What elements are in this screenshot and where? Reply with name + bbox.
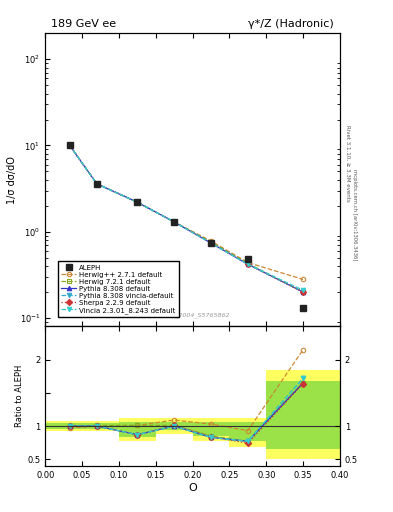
Line: ALEPH: ALEPH: [67, 142, 306, 311]
Line: Herwig++ 2.7.1 default: Herwig++ 2.7.1 default: [67, 143, 305, 282]
Pythia 8.308 default: [301, 289, 305, 295]
Text: ALEPH_2004_S5765862: ALEPH_2004_S5765862: [155, 312, 230, 317]
Vincia 2.3.01_8.243 default: [301, 287, 305, 293]
ALEPH: [67, 142, 72, 148]
Herwig++ 2.7.1 default: [94, 181, 99, 187]
Sherpa 2.2.9 default: [172, 219, 176, 225]
Vincia 2.3.01_8.243 default: [67, 142, 72, 148]
Pythia 8.308 default: [209, 240, 213, 246]
Text: mcplots.cern.ch [arXiv:1306.3436]: mcplots.cern.ch [arXiv:1306.3436]: [352, 169, 357, 261]
Pythia 8.308 vincia-default: [246, 261, 250, 267]
Herwig 7.2.1 default: [172, 219, 176, 225]
Sherpa 2.2.9 default: [209, 240, 213, 246]
Line: Herwig 7.2.1 default: Herwig 7.2.1 default: [67, 143, 305, 294]
Herwig++ 2.7.1 default: [135, 199, 140, 205]
Line: Pythia 8.308 vincia-default: Pythia 8.308 vincia-default: [67, 143, 305, 294]
Sherpa 2.2.9 default: [94, 181, 99, 187]
Sherpa 2.2.9 default: [301, 289, 305, 295]
Pythia 8.308 default: [67, 142, 72, 148]
ALEPH: [172, 219, 176, 225]
Pythia 8.308 default: [246, 261, 250, 267]
X-axis label: O: O: [188, 482, 197, 493]
Line: Pythia 8.308 default: Pythia 8.308 default: [67, 143, 305, 294]
Pythia 8.308 default: [135, 199, 140, 205]
ALEPH: [246, 256, 250, 262]
Herwig 7.2.1 default: [209, 239, 213, 245]
Herwig 7.2.1 default: [67, 142, 72, 148]
Pythia 8.308 vincia-default: [209, 240, 213, 246]
Sherpa 2.2.9 default: [246, 261, 250, 267]
Text: 189 GeV ee: 189 GeV ee: [51, 19, 116, 29]
Herwig++ 2.7.1 default: [209, 238, 213, 244]
ALEPH: [135, 199, 140, 205]
Line: Vincia 2.3.01_8.243 default: Vincia 2.3.01_8.243 default: [67, 143, 305, 292]
Pythia 8.308 vincia-default: [172, 219, 176, 225]
Pythia 8.308 default: [94, 181, 99, 187]
Herwig 7.2.1 default: [135, 199, 140, 205]
ALEPH: [209, 240, 213, 246]
Herwig++ 2.7.1 default: [246, 260, 250, 266]
Line: Sherpa 2.2.9 default: Sherpa 2.2.9 default: [67, 143, 305, 294]
Pythia 8.308 default: [172, 219, 176, 225]
Vincia 2.3.01_8.243 default: [94, 181, 99, 187]
Y-axis label: Ratio to ALEPH: Ratio to ALEPH: [15, 365, 24, 428]
Text: γ*/Z (Hadronic): γ*/Z (Hadronic): [248, 19, 334, 29]
Vincia 2.3.01_8.243 default: [135, 199, 140, 205]
Pythia 8.308 vincia-default: [301, 289, 305, 295]
Pythia 8.308 vincia-default: [135, 199, 140, 205]
Herwig++ 2.7.1 default: [67, 142, 72, 148]
Pythia 8.308 vincia-default: [94, 181, 99, 187]
Herwig 7.2.1 default: [94, 181, 99, 187]
Herwig++ 2.7.1 default: [172, 219, 176, 225]
Pythia 8.308 vincia-default: [67, 142, 72, 148]
Vincia 2.3.01_8.243 default: [209, 240, 213, 246]
Vincia 2.3.01_8.243 default: [172, 219, 176, 225]
Herwig++ 2.7.1 default: [301, 276, 305, 283]
Herwig 7.2.1 default: [301, 289, 305, 295]
Legend: ALEPH, Herwig++ 2.7.1 default, Herwig 7.2.1 default, Pythia 8.308 default, Pythi: ALEPH, Herwig++ 2.7.1 default, Herwig 7.…: [57, 261, 179, 317]
ALEPH: [94, 181, 99, 187]
Y-axis label: 1/σ dσ/dO: 1/σ dσ/dO: [7, 156, 17, 204]
Vincia 2.3.01_8.243 default: [246, 261, 250, 267]
Herwig 7.2.1 default: [246, 260, 250, 266]
Sherpa 2.2.9 default: [67, 142, 72, 148]
Sherpa 2.2.9 default: [135, 199, 140, 205]
Text: Rivet 3.1.10, ≥ 3.3M events: Rivet 3.1.10, ≥ 3.3M events: [345, 125, 350, 202]
ALEPH: [301, 305, 305, 311]
